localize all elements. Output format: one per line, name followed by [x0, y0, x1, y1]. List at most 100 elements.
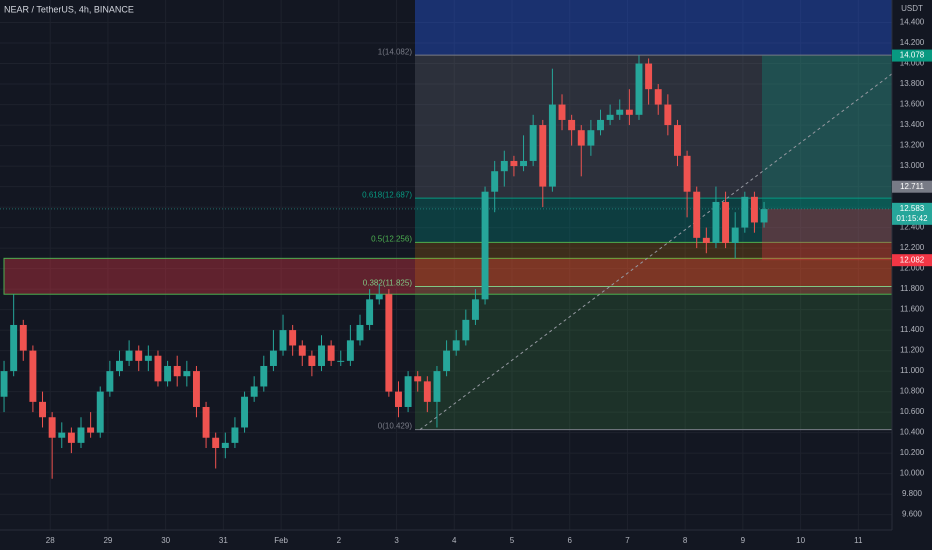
candle-body	[385, 294, 393, 392]
y-tick-label: 10.400	[900, 428, 925, 437]
candle-body	[241, 396, 249, 428]
candle-body	[539, 125, 547, 187]
candle-body	[481, 191, 489, 300]
x-tick-label: 30	[161, 536, 170, 545]
candle-body	[664, 104, 672, 126]
candle-body	[423, 381, 431, 402]
candle-body	[741, 196, 749, 228]
y-tick-label: 10.800	[900, 387, 925, 396]
candle-body	[77, 427, 85, 443]
candle-body	[269, 350, 277, 366]
candle-body	[106, 371, 114, 392]
candle-body	[375, 294, 383, 300]
fib-label: 0(10.429)	[378, 422, 413, 431]
candle-body	[635, 63, 643, 115]
candle-body	[356, 324, 364, 341]
y-tick-label: 14.000	[900, 59, 925, 68]
candle-body	[289, 330, 297, 346]
candle-body	[67, 432, 75, 443]
candle-body	[510, 160, 518, 167]
candle-body	[462, 319, 470, 341]
x-tick-label: 4	[452, 536, 457, 545]
y-tick-label: 12.400	[900, 223, 925, 232]
fib-label: 1(14.082)	[378, 47, 413, 56]
chart-title: NEAR / TetherUS, 4h, BINANCE	[4, 4, 134, 14]
y-tick-label: 9.800	[902, 489, 923, 498]
y-tick-label: 12.000	[900, 264, 925, 273]
candle-body	[414, 376, 422, 382]
candle-body	[491, 171, 499, 192]
candle-body	[558, 104, 566, 120]
candle-body	[260, 365, 268, 387]
candle-body	[366, 299, 374, 325]
candle-body	[337, 360, 345, 362]
candle-body	[597, 119, 604, 131]
trend-line	[419, 73, 893, 431]
candle-body	[144, 355, 152, 361]
candle-body	[548, 104, 556, 187]
candle-body	[212, 437, 220, 448]
y-tick-label: 11.200	[900, 346, 924, 355]
candle-body	[192, 371, 200, 407]
candle-body	[395, 391, 402, 407]
y-tick-label: 10.200	[900, 448, 925, 457]
y-axis	[892, 0, 932, 550]
candle-body	[327, 345, 335, 361]
x-tick-label: 3	[394, 536, 399, 545]
x-tick-label: 28	[46, 536, 55, 545]
x-tick-label: 31	[219, 536, 228, 545]
candle-body	[471, 299, 479, 320]
candle-body	[625, 109, 633, 115]
reference-badge	[892, 180, 932, 193]
candle-body	[616, 109, 624, 115]
candle-body	[250, 386, 258, 397]
y-tick-label: 14.400	[900, 18, 925, 27]
candle-body	[587, 130, 595, 146]
candle-body	[0, 371, 8, 397]
fib-label: 0.618(12.687)	[362, 190, 412, 199]
y-tick-label: 12.200	[900, 243, 925, 252]
candle-body	[221, 442, 229, 448]
candle-body	[452, 340, 460, 351]
stop-badge	[892, 254, 932, 267]
candle-body	[654, 89, 662, 105]
target-badge-label: 14.078	[900, 51, 925, 60]
candle-body	[577, 130, 585, 146]
entry-badge	[892, 202, 932, 225]
candle-body	[674, 125, 681, 156]
candle-body	[58, 432, 66, 438]
x-tick-label: Feb	[274, 536, 288, 545]
candle-body	[308, 355, 316, 366]
candle-body	[760, 209, 768, 223]
candle-body	[731, 227, 739, 243]
candle-body	[722, 201, 730, 243]
y-tick-label: 13.000	[900, 161, 925, 170]
candle-body	[712, 201, 720, 243]
candle-body	[48, 417, 56, 438]
y-tick-label: 13.600	[900, 100, 925, 109]
candle-body	[135, 350, 143, 361]
entry-badge-label: 12.583	[900, 204, 925, 213]
candle-body	[520, 160, 528, 167]
candle-body	[29, 350, 37, 402]
candle-body	[10, 324, 18, 372]
x-tick-label: 7	[625, 536, 630, 545]
candle-body	[693, 191, 701, 238]
candle-body	[529, 125, 537, 161]
x-tick-label: 5	[510, 536, 515, 545]
stop-badge-label: 12.082	[900, 255, 925, 264]
candle-body	[96, 391, 104, 433]
y-tick-label: 13.400	[900, 120, 925, 129]
candle-body	[279, 330, 287, 351]
y-tick-label: 10.600	[900, 407, 925, 416]
x-tick-label: 11	[854, 536, 863, 545]
candle-body	[173, 365, 181, 377]
candle-body	[443, 350, 451, 372]
candle-body	[202, 406, 210, 438]
y-tick-label: 11.800	[900, 284, 924, 293]
zone	[3, 257, 893, 295]
candle-body	[750, 196, 758, 223]
candle-body	[231, 427, 239, 443]
candle-body	[116, 360, 123, 372]
stop-area	[762, 208, 892, 261]
